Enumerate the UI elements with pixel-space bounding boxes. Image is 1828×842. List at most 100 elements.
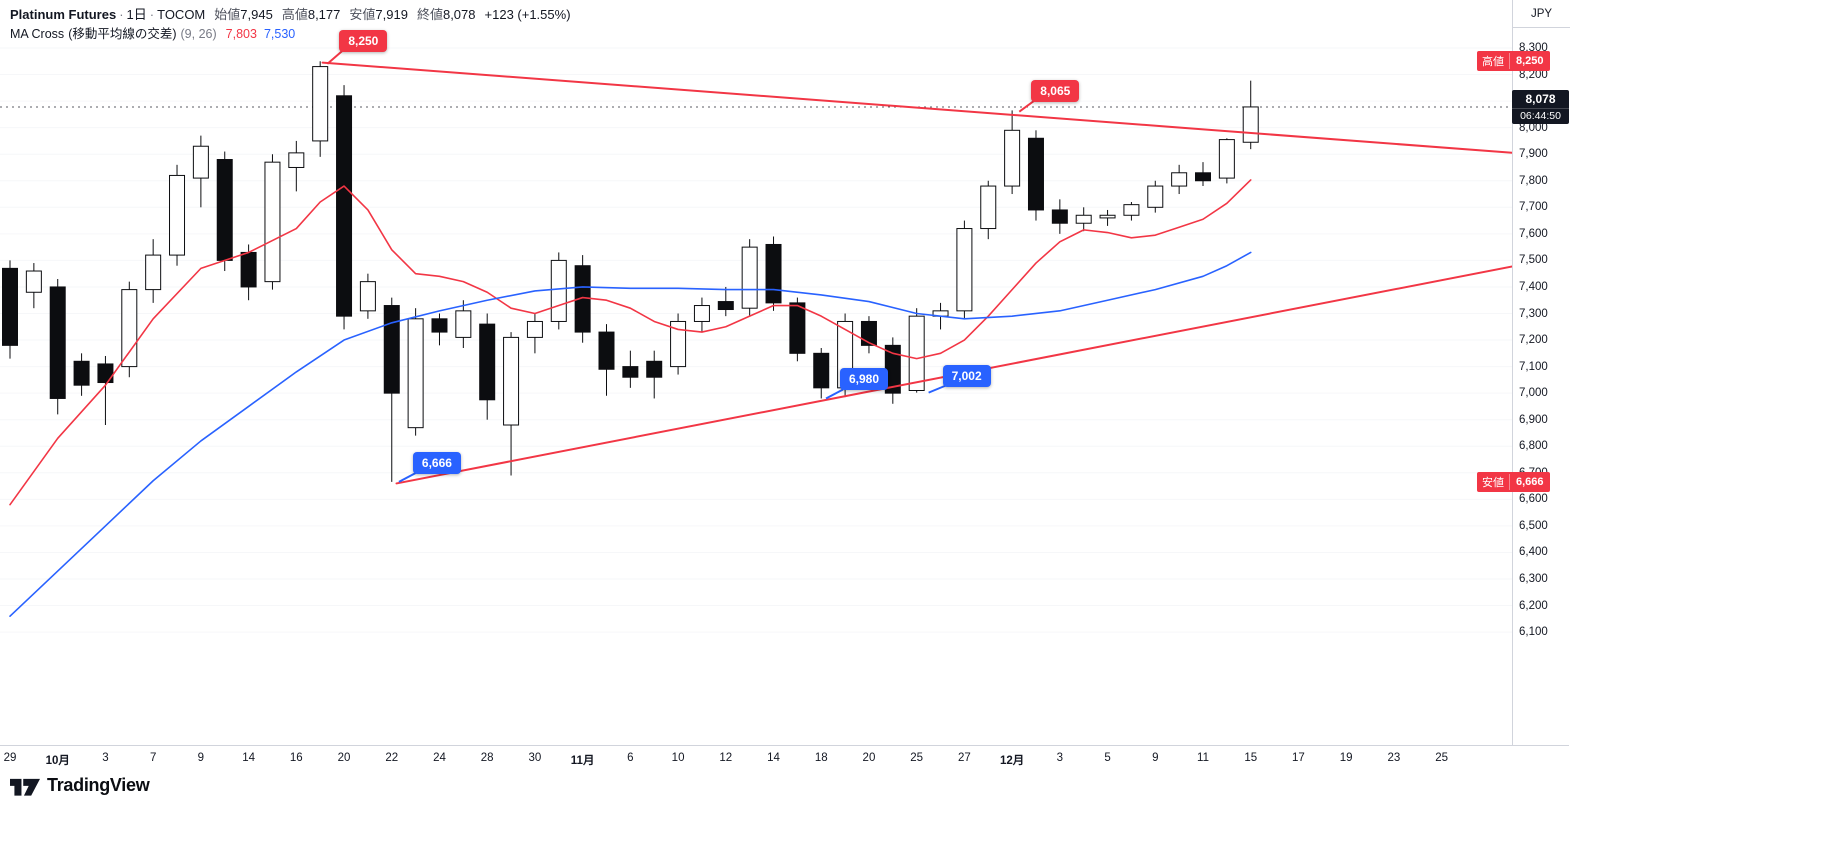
price-axis-label: 7,700: [1519, 201, 1548, 214]
candle-body: [1171, 172, 1188, 187]
time-axis-label: 16: [289, 752, 303, 764]
candle-body: [860, 320, 877, 346]
callout-layer: 8,250 8,065 6,666 6,980 7,002: [339, 29, 1080, 474]
trendline-resistance[interactable]: [321, 61, 1512, 154]
time-axis-label: 10: [671, 752, 685, 764]
price-axis-label: 6,300: [1519, 573, 1548, 585]
candle-body: [980, 185, 997, 230]
candle-body: [550, 259, 567, 322]
candle-body: [741, 246, 758, 309]
price-callout[interactable]: 6,980: [840, 368, 889, 391]
tradingview-logo-icon: [10, 778, 40, 796]
symbol-title[interactable]: Platinum Futures: [10, 7, 117, 22]
candle-body: [622, 366, 639, 378]
period-low-label: 安値: [1477, 473, 1510, 490]
time-axis-label: 12: [719, 752, 733, 764]
price-callout[interactable]: 7,002: [942, 364, 991, 387]
change-value: +123 (+1.55%): [484, 7, 571, 22]
candle-body: [145, 254, 162, 291]
time-axis[interactable]: 29 10月 3 7 9 14 16 20 22 24 28 30 11月 6 10 12 14 18 20 25 27…: [0, 745, 1569, 772]
price-axis-label: 6,200: [1519, 599, 1548, 612]
candle-body: [431, 318, 448, 333]
time-axis-label: 28: [480, 752, 494, 764]
candle-body: [1051, 209, 1068, 224]
price-axis-label: 8,300: [1519, 42, 1548, 54]
chart-plot[interactable]: [0, 0, 1512, 745]
time-axis-label: 3: [102, 752, 109, 764]
symbol-row: Platinum Futures · 1日 · TOCOM 始値7,945 高値8,177 安…: [10, 6, 571, 23]
time-axis-label: 25: [1435, 752, 1448, 764]
time-axis-label: 11月: [570, 755, 595, 767]
period-high-label: 高値: [1477, 53, 1510, 70]
callout-pointer: [928, 384, 946, 394]
candle-body: [670, 320, 687, 368]
callout-pointer: [1018, 99, 1035, 113]
time-axis-label: 15: [1244, 752, 1258, 764]
currency-cell: JPY: [1513, 0, 1570, 28]
period-high-value: 8,250: [1516, 55, 1544, 68]
interval-label[interactable]: 1日: [126, 7, 147, 22]
price-axis-label: 6,400: [1519, 546, 1548, 559]
period-low-badge: 安値 6,666: [1477, 471, 1550, 492]
candle-body: [1147, 185, 1164, 208]
candle-body: [598, 331, 615, 370]
candle-body: [312, 66, 329, 142]
bar-countdown: 06:44:50: [1512, 107, 1569, 124]
time-axis-label: 10月: [45, 755, 70, 767]
ma-fast-value: 7,803: [225, 27, 257, 41]
candle-body: [1242, 106, 1259, 143]
indicator-name[interactable]: MA Cross: [10, 27, 65, 41]
price-axis-label: 6,900: [1519, 413, 1548, 426]
brand-row[interactable]: TradingView: [10, 774, 150, 796]
candle-body: [97, 363, 114, 384]
candle-body: [646, 360, 663, 378]
price-axis-label: 6,500: [1519, 519, 1548, 532]
time-axis-label: 17: [1292, 752, 1305, 764]
candle-body: [407, 318, 424, 429]
price-callout[interactable]: 6,666: [412, 451, 461, 474]
time-axis-label: 25: [910, 752, 924, 764]
time-axis-label: 9: [1152, 752, 1159, 764]
candle-body: [25, 270, 42, 293]
price-callout[interactable]: 8,250: [339, 29, 388, 52]
current-price-badge: 8,078 06:44:50: [1512, 89, 1569, 124]
price-axis-label: 7,000: [1519, 387, 1548, 400]
chart-widget: Platinum Futures · 1日 · TOCOM 始値7,945 高値8,177 安…: [0, 0, 1570, 796]
exchange-label: TOCOM: [157, 7, 206, 22]
candle-body: [693, 305, 710, 322]
time-axis-label: 14: [767, 752, 780, 764]
candle-body: [1075, 214, 1092, 224]
callout-pointer: [398, 471, 417, 483]
time-axis-label: 19: [1339, 752, 1353, 764]
time-axis-label: 29: [3, 752, 17, 764]
candle-body: [526, 320, 543, 338]
separator-dot: ·: [149, 7, 155, 22]
time-axis-label: 20: [337, 752, 351, 764]
chart-legend: Platinum Futures · 1日 · TOCOM 始値7,945 高値8,177 安…: [10, 6, 571, 43]
candle-body: [1004, 129, 1021, 187]
candle-body: [479, 323, 496, 401]
time-axis-label: 5: [1104, 752, 1111, 764]
ma-line-ma-9[interactable]: [9, 179, 1252, 506]
ma-line-ma-26[interactable]: [9, 251, 1252, 617]
price-axis-label: 8,000: [1519, 121, 1548, 134]
low-value: 7,919: [375, 7, 408, 22]
price-callout[interactable]: 8,065: [1031, 79, 1080, 102]
price-axis-label: 7,300: [1519, 307, 1548, 320]
candle-body: [288, 152, 305, 168]
price-axis-label: 7,200: [1519, 334, 1548, 347]
close-value: 8,078: [442, 7, 476, 22]
current-price-value: 8,078: [1525, 91, 1556, 106]
price-axis-label: 6,800: [1519, 440, 1548, 453]
callout-pointer: [326, 50, 343, 65]
price-axis-label: 6,600: [1519, 493, 1548, 506]
candle-body: [813, 352, 830, 389]
time-axis-label: 9: [197, 752, 205, 764]
high-value: 8,177: [307, 7, 341, 22]
indicator-params: (9, 26): [180, 27, 217, 41]
time-axis-label: 11: [1197, 752, 1209, 764]
currency-label[interactable]: JPY: [1530, 7, 1553, 20]
brand-text[interactable]: TradingView: [47, 774, 150, 795]
candle-body: [73, 360, 90, 386]
time-axis-label: 30: [528, 752, 542, 764]
